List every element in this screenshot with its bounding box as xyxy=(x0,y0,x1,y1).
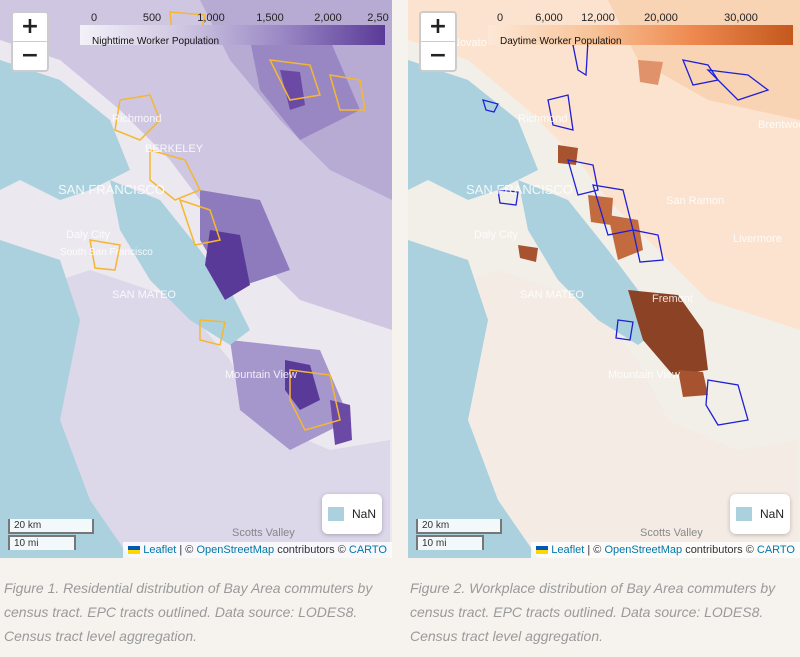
place-label: Mountain View xyxy=(225,369,297,381)
zoom-in-button[interactable]: + xyxy=(428,14,448,39)
figure-1-caption: Figure 1. Residential distribution of Ba… xyxy=(4,580,373,644)
legend-daytime: 0 6,000 12,000 20,000 30,000 Daytime Wor… xyxy=(488,10,793,50)
legend-tick: 6,000 xyxy=(535,12,563,24)
zoom-out-button[interactable]: − xyxy=(13,41,47,70)
legend-tick: 1,500 xyxy=(256,12,284,24)
place-label: Richmond xyxy=(518,113,568,125)
place-label: Richmond xyxy=(112,113,162,125)
legend-tick: 20,000 xyxy=(644,12,678,24)
ukraine-flag-icon xyxy=(536,546,549,555)
place-label: Daly City xyxy=(474,229,519,241)
attribution-text: contributors © xyxy=(685,544,754,556)
place-label: SAN FRANCISCO xyxy=(466,182,573,197)
scale-bar: 20 km 10 mi xyxy=(8,519,94,550)
place-label: Livermore xyxy=(733,233,782,245)
attribution: Leaflet | © OpenStreetMap contributors ©… xyxy=(123,542,392,558)
nan-swatch xyxy=(327,507,344,521)
place-label: BERKELEY xyxy=(145,143,204,155)
legend-tick: 500 xyxy=(142,12,162,24)
legend-title: Daytime Worker Population xyxy=(500,36,622,47)
zoom-control: + − xyxy=(419,11,457,72)
place-label: Daly City xyxy=(66,229,111,241)
leaflet-link[interactable]: Leaflet xyxy=(143,544,177,556)
nighttime-map[interactable]: BERKELEY SAN FRANCISCO Richmond Daly Cit… xyxy=(0,0,392,558)
legend-color-bar xyxy=(80,25,385,45)
zoom-control: + − xyxy=(11,11,49,72)
place-label: Scotts Valley xyxy=(232,527,295,539)
place-label: Fremont xyxy=(652,293,693,305)
nan-legend: NaN xyxy=(730,494,790,534)
scale-mi: 10 mi xyxy=(8,535,76,550)
place-label: Scotts Valley xyxy=(640,527,703,539)
osm-link[interactable]: OpenStreetMap xyxy=(196,544,275,556)
legend-tick: 1,000 xyxy=(197,12,225,24)
legend-color-bar xyxy=(488,25,793,45)
scale-bar: 20 km 10 mi xyxy=(416,519,502,550)
nan-label: NaN xyxy=(759,507,784,521)
attribution-text: contributors © xyxy=(277,544,346,556)
legend-ticks: 0 500 1,000 1,500 2,000 2,50 xyxy=(80,12,389,24)
place-label: SAN MATEO xyxy=(112,289,176,301)
scale-mi: 10 mi xyxy=(416,535,484,550)
scale-km: 20 km xyxy=(416,519,502,534)
legend-ticks: 0 6,000 12,000 20,000 30,000 xyxy=(488,12,793,24)
legend-tick: 0 xyxy=(496,12,504,24)
legend-tick: 30,000 xyxy=(724,12,758,24)
map-canvas-left[interactable]: BERKELEY SAN FRANCISCO Richmond Daly Cit… xyxy=(0,0,392,558)
nan-swatch xyxy=(735,507,752,521)
place-label: SAN MATEO xyxy=(520,289,584,301)
legend-nighttime: 0 500 1,000 1,500 2,000 2,50 Nighttime W… xyxy=(80,10,389,50)
ukraine-flag-icon xyxy=(128,546,141,555)
place-label: San Ramon xyxy=(666,195,724,207)
osm-link[interactable]: OpenStreetMap xyxy=(604,544,683,556)
leaflet-link[interactable]: Leaflet xyxy=(551,544,585,556)
figure-2-caption: Figure 2. Workplace distribution of Bay … xyxy=(410,580,776,644)
daytime-map[interactable]: Novato Richmond SAN FRANCISCO Daly City … xyxy=(408,0,800,558)
nan-legend: NaN xyxy=(322,494,382,534)
place-label: Novato xyxy=(452,37,487,49)
map-canvas-right[interactable]: Novato Richmond SAN FRANCISCO Daly City … xyxy=(408,0,800,558)
legend-title: Nighttime Worker Population xyxy=(92,36,220,47)
legend-tick: 2,50 xyxy=(367,12,389,24)
place-label: SAN FRANCISCO xyxy=(58,182,165,197)
carto-link[interactable]: CARTO xyxy=(756,544,795,556)
place-label: Brentwood xyxy=(758,119,800,131)
legend-tick: 0 xyxy=(90,12,98,24)
zoom-in-button[interactable]: + xyxy=(20,14,40,39)
scale-km: 20 km xyxy=(8,519,94,534)
carto-link[interactable]: CARTO xyxy=(348,544,387,556)
place-label: South San Francisco xyxy=(60,247,153,258)
place-label: Mountain View xyxy=(608,369,680,381)
legend-tick: 12,000 xyxy=(581,12,615,24)
attribution: Leaflet | © OpenStreetMap contributors ©… xyxy=(531,542,800,558)
nan-label: NaN xyxy=(351,507,376,521)
zoom-out-button[interactable]: − xyxy=(421,41,455,70)
legend-tick: 2,000 xyxy=(314,12,342,24)
